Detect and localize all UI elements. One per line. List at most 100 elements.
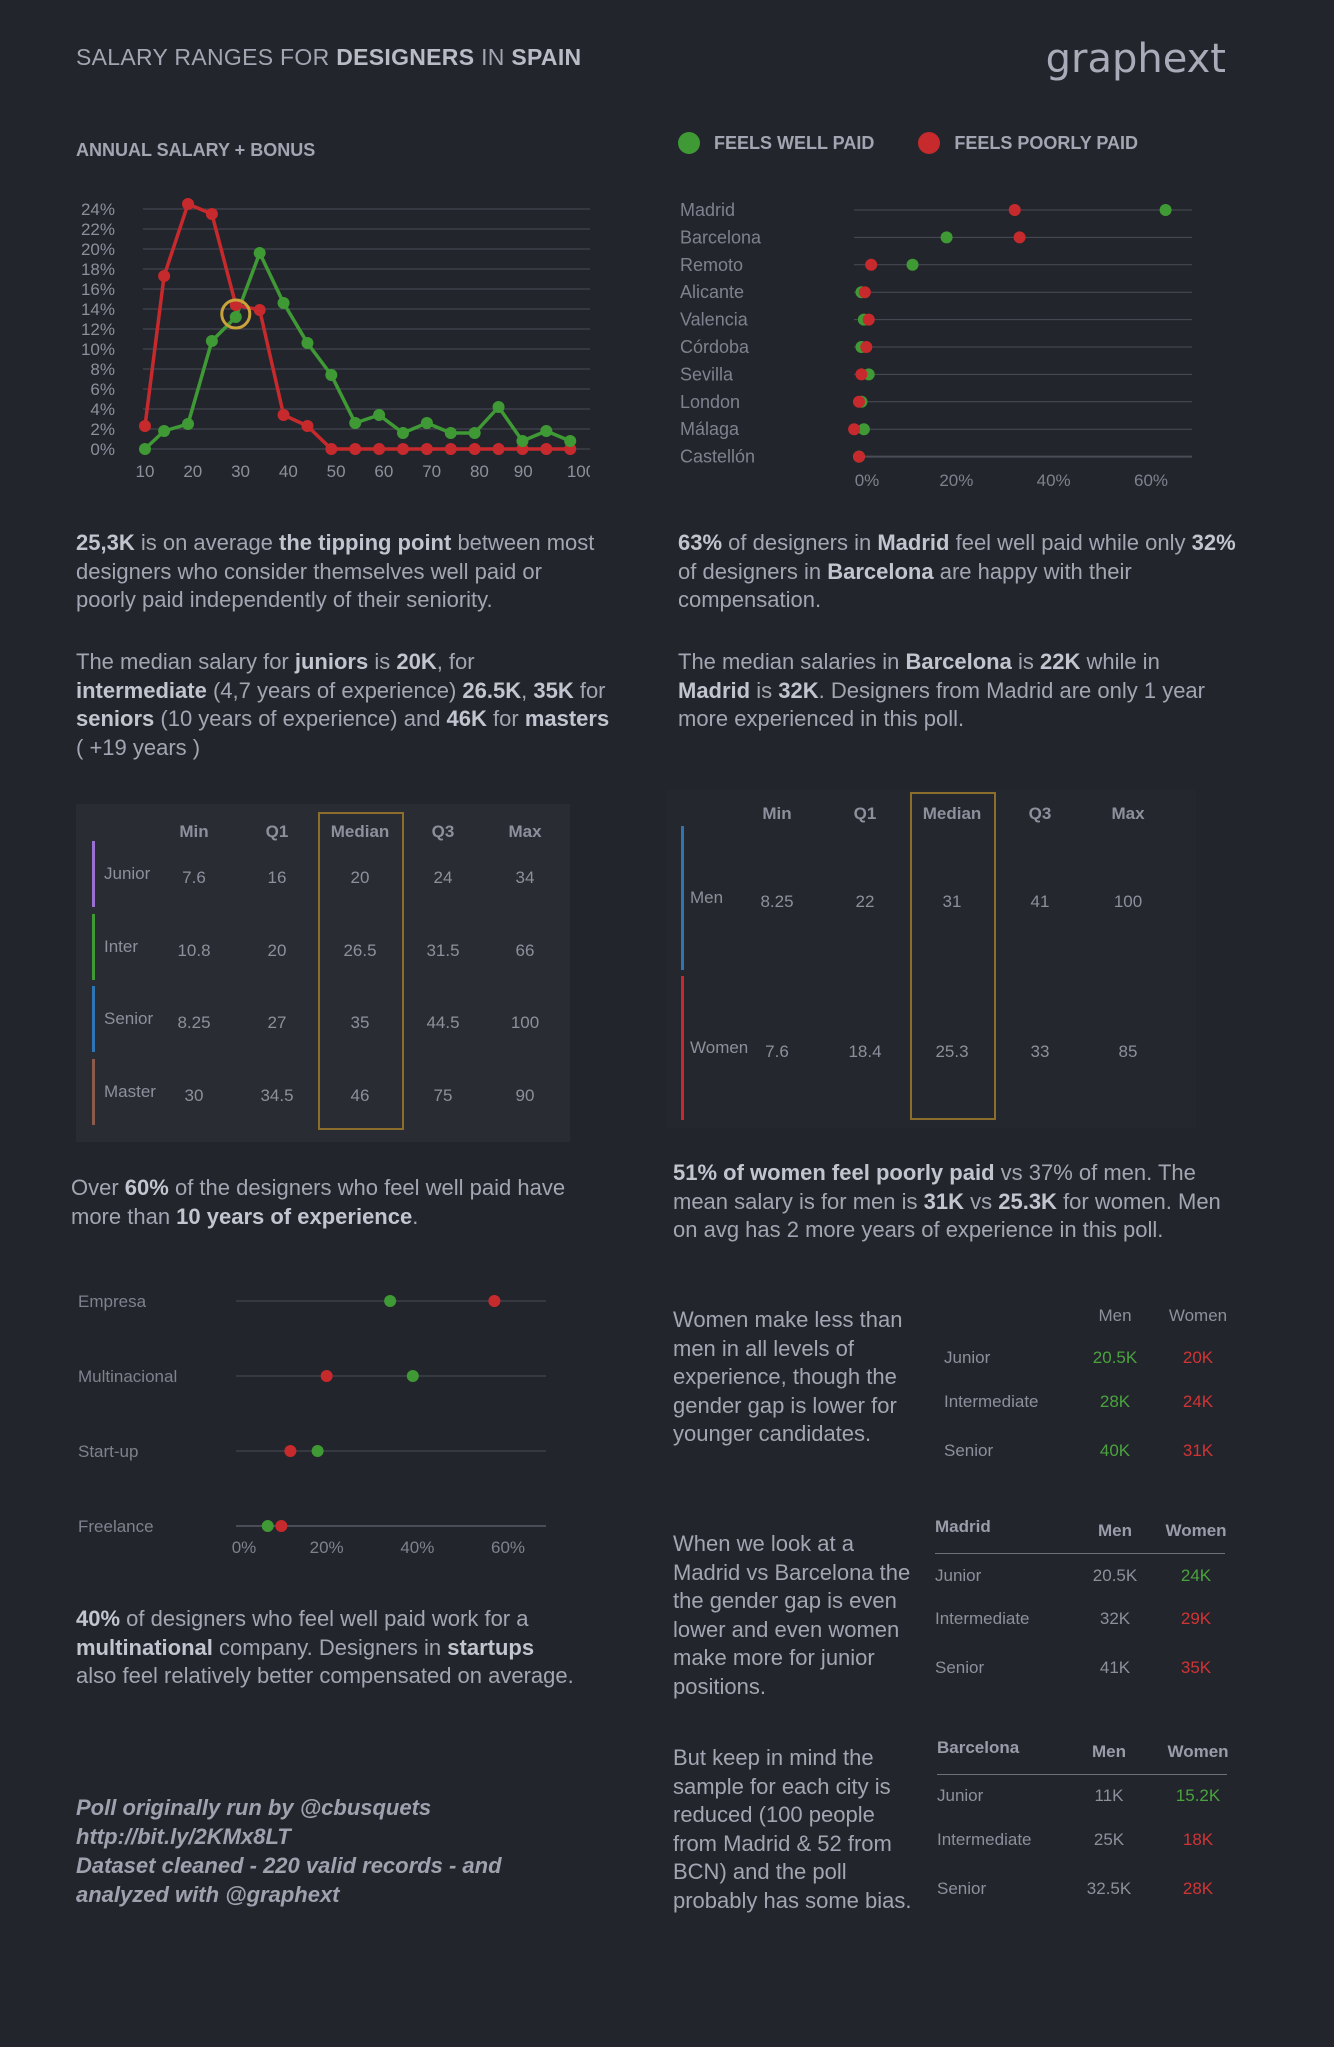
salary-line-chart: 0%2%4%6%8%10%12%14%16%18%20%22%24% 10 20 3… (81, 198, 590, 481)
table-cell: 90 (515, 1086, 535, 1105)
data-point (182, 418, 194, 430)
column-header: Q1 (853, 804, 877, 823)
y-tick-label: 0% (90, 440, 115, 459)
data-point (492, 443, 505, 455)
category-label: Freelance (78, 1517, 154, 1536)
row-label: Senior (935, 1658, 985, 1677)
data-point (444, 427, 457, 439)
data-point (488, 1295, 501, 1307)
column-header: Median (922, 804, 982, 823)
data-point (205, 208, 218, 220)
salary-chart-label: ANNUAL SALARY + BONUS (76, 140, 316, 160)
x-tick-label: 80 (470, 462, 489, 481)
table-cell: 20 (267, 941, 287, 960)
data-point (420, 417, 433, 429)
row-label: Senior (104, 1009, 154, 1028)
category-label: Barcelona (680, 227, 762, 247)
data-point (384, 1295, 397, 1307)
data-point (1008, 204, 1021, 216)
table-cell: 41 (1030, 892, 1050, 911)
paid-legend: FEELS WELL PAID FEELS POORLY PAID (678, 132, 1138, 154)
table-cell: 22 (855, 892, 875, 911)
women-value: 15.2K (1175, 1786, 1221, 1805)
y-tick-label: 22% (81, 220, 115, 239)
data-point (325, 369, 338, 381)
column-header: Women (1165, 1521, 1227, 1540)
women-value: 18K (1182, 1830, 1214, 1849)
y-tick-label: 20% (81, 240, 115, 259)
table-title: Madrid (935, 1517, 991, 1536)
city-dot-plot: Madrid Barcelona Remoto Alicante Valencia Cór… (680, 200, 1192, 490)
men-value: 32.5K (1086, 1879, 1132, 1898)
row-label: Senior (937, 1879, 987, 1898)
data-point (906, 258, 919, 271)
men-value: 32K (1099, 1609, 1131, 1628)
category-label: London (680, 392, 740, 412)
table-title: Barcelona (937, 1738, 1020, 1757)
data-point (853, 450, 865, 463)
data-point (139, 420, 151, 432)
x-tick-label: 100 (567, 462, 590, 481)
row-color-bar (92, 1059, 95, 1125)
title-part: DESIGNERS (336, 44, 475, 70)
x-tick-label: 60% (491, 1538, 525, 1557)
table-cell: 31.5 (426, 941, 460, 960)
x-tick-label: 60% (1134, 471, 1168, 490)
madrid-barcelona-gap-text: When we look at a Madrid vs Barcelona th… (673, 1531, 911, 1699)
row-label: Intermediate (944, 1392, 1039, 1411)
y-tick-label: 18% (81, 260, 115, 279)
data-point (139, 443, 151, 455)
seniority-table-panel: Min Q1 Median Q3 Max Junior 7.6 16 20 24 34 Inter 10… (76, 804, 570, 1142)
experience-text: Over 60% of the designers who feel well … (71, 1175, 566, 1229)
data-point (349, 417, 362, 429)
category-label: Madrid (680, 200, 735, 220)
category-label: Castellón (680, 447, 755, 467)
x-tick-label: 30 (231, 462, 250, 481)
green-dot-icon (678, 132, 700, 154)
row-label: Men (690, 888, 724, 907)
city-x-ticks: 0% 20% 40% 60% (855, 471, 1168, 490)
women-value: 31K (1182, 1441, 1214, 1460)
row-label: Master (104, 1082, 156, 1101)
data-point (311, 1445, 324, 1457)
series-line (143, 202, 571, 451)
data-point (253, 304, 266, 316)
men-value: 41K (1099, 1658, 1131, 1677)
table-rule (935, 1553, 1225, 1554)
column-header: Q3 (431, 822, 455, 841)
category-label: Sevilla (680, 364, 734, 384)
company-dot-plot: Empresa Multinacional Start-up Freelance 0%… (78, 1292, 546, 1557)
row-color-bar (681, 826, 684, 970)
row-label: Intermediate (937, 1830, 1032, 1849)
table-cell: 18.4 (848, 1042, 882, 1061)
column-header: Q3 (1028, 804, 1052, 823)
data-point (855, 368, 868, 381)
data-point (858, 286, 871, 299)
data-point (229, 311, 242, 323)
column-header: Men (1098, 1521, 1132, 1540)
men-value: 28K (1099, 1392, 1131, 1411)
data-point (277, 297, 290, 309)
x-tick-label: 40% (1037, 471, 1071, 490)
data-point (865, 258, 878, 271)
data-point (857, 423, 870, 436)
column-header: Women (1168, 1306, 1228, 1325)
data-point (492, 401, 505, 413)
men-value: 25K (1093, 1830, 1125, 1849)
row-color-bar (681, 976, 684, 1120)
women-value: 20K (1182, 1348, 1214, 1367)
salary-chart-x-ticks: 10 20 30 40 50 60 70 80 90 100 (136, 462, 590, 481)
category-label: Málaga (680, 419, 740, 439)
table-cell: 27 (267, 1013, 287, 1032)
table-cell: 7.6 (765, 1042, 789, 1061)
table-cell: 10.8 (177, 941, 211, 960)
row-label: Inter (104, 937, 139, 956)
row-label: Senior (944, 1441, 994, 1460)
credits-link[interactable]: http://bit.ly/2KMx8LT (76, 1824, 291, 1849)
men-value: 20.5K (1092, 1566, 1138, 1585)
legend-well-paid: FEELS WELL PAID (678, 132, 874, 154)
men-value: 20.5K (1092, 1348, 1138, 1367)
category-label: Multinacional (78, 1367, 177, 1386)
credits-line: Poll originally run by @cbusquets (76, 1795, 432, 1820)
data-point (468, 443, 481, 455)
